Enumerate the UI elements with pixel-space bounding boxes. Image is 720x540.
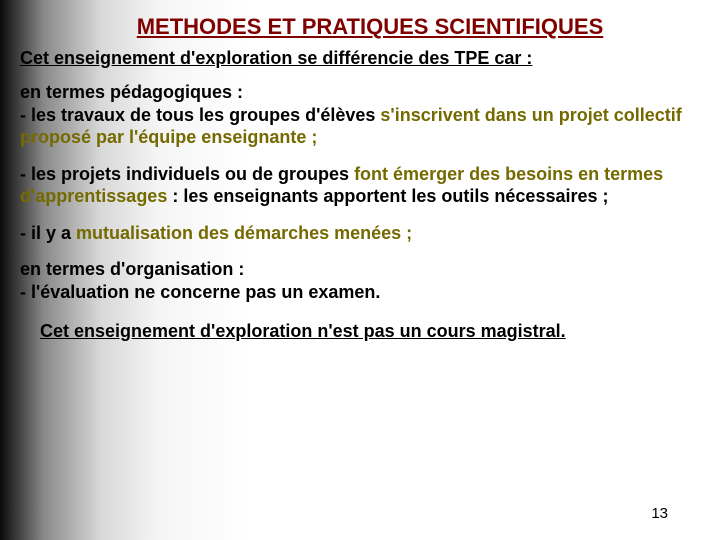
slide-subtitle: Cet enseignement d'exploration se différ…: [20, 48, 700, 69]
p1-lead: en termes pédagogiques :: [20, 82, 243, 102]
p4-lead: en termes d'organisation :: [20, 259, 244, 279]
page-number: 13: [651, 505, 668, 522]
p2-a: - les projets individuels ou de groupes: [20, 164, 354, 184]
slide: METHODES ET PRATIQUES SCIENTIFIQUES Cet …: [0, 0, 720, 540]
p3-b: mutualisation des démarches menées ;: [76, 223, 412, 243]
p3-a: - il y a: [20, 223, 76, 243]
slide-title: METHODES ET PRATIQUES SCIENTIFIQUES: [80, 14, 660, 40]
p2-c: : les enseignants apportent les outils n…: [167, 186, 608, 206]
paragraph-mutualisation: - il y a mutualisation des démarches men…: [20, 222, 700, 245]
p1-line: - les travaux de tous les groupes d'élèv…: [20, 105, 380, 125]
paragraph-pedagogic: en termes pédagogiques : - les travaux d…: [20, 81, 700, 149]
paragraph-organisation: en termes d'organisation : - l'évaluatio…: [20, 258, 700, 303]
conclusion: Cet enseignement d'exploration n'est pas…: [40, 321, 700, 342]
p4-line: - l'évaluation ne concerne pas un examen…: [20, 282, 380, 302]
paragraph-projects: - les projets individuels ou de groupes …: [20, 163, 700, 208]
